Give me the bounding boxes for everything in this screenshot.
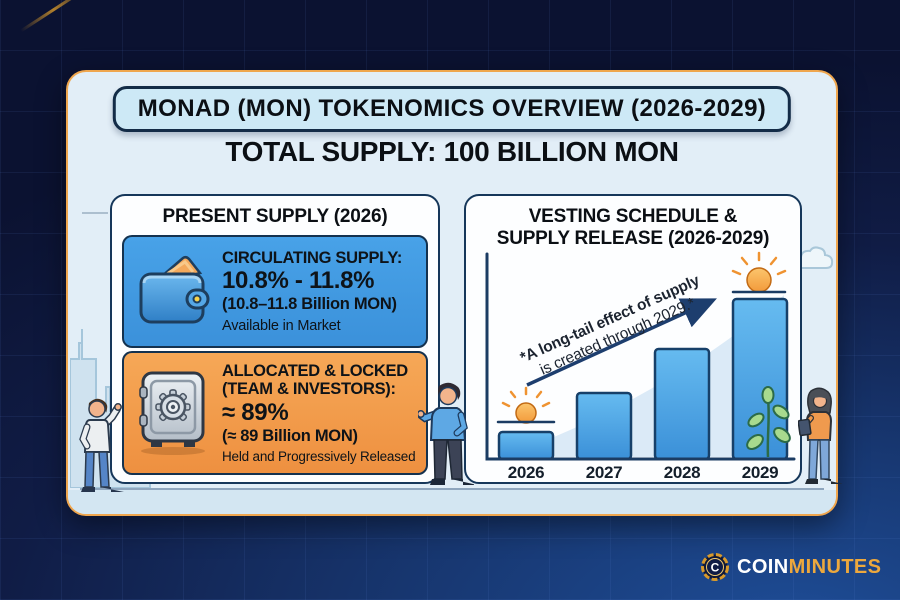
trend-arrow (526, 298, 717, 387)
coinminutes-icon: C (701, 553, 729, 581)
logo-coin: COIN (737, 555, 789, 578)
logo-text: COINMINUTES (737, 556, 881, 579)
title-banner: MONAD (MON) TOKENOMICS OVERVIEW (2026-20… (112, 86, 792, 132)
circulating-supply-box: CIRCULATING SUPPLY: 10.8% - 11.8% (10.8–… (122, 235, 428, 348)
logo-letter: C (711, 561, 720, 575)
present-supply-title: PRESENT SUPPLY (2026) (162, 206, 388, 227)
coinminutes-logo: C COINMINUTES (700, 552, 881, 582)
locked-note: Held and Progressively Released (222, 449, 416, 464)
bar-2026 (497, 430, 555, 461)
man-presenting-center (418, 382, 474, 485)
plant-icon (746, 386, 791, 458)
bar-2028 (653, 347, 711, 461)
circulating-range-mon: (10.8–11.8 Billion MON) (222, 294, 397, 313)
total-supply-text: TOTAL SUPPLY: 100 BILLION MON (225, 136, 679, 167)
page-title: MONAD (MON) TOKENOMICS OVERVIEW (2026-20… (137, 95, 767, 122)
vesting-title-line2: SUPPLY RELEASE (2026-2029) (496, 227, 770, 249)
safe-icon (124, 369, 222, 457)
man-pointing-left (79, 398, 124, 492)
woman-clipboard-right (798, 387, 842, 484)
sun-icon-2029 (731, 251, 787, 294)
locked-supply-box: ALLOCATED & LOCKED (TEAM & INVESTORS): ≈… (122, 351, 428, 475)
present-supply-panel: PRESENT SUPPLY (2026) (110, 194, 440, 484)
bar-2027 (575, 391, 633, 461)
wallet-icon (124, 250, 222, 334)
circulating-note: Available in Market (222, 318, 341, 335)
locked-label-1: ALLOCATED & LOCKED (222, 362, 408, 380)
dash-decor (82, 212, 108, 214)
card-floor (68, 490, 836, 514)
circulating-range-pct: 10.8% - 11.8% (222, 267, 375, 295)
x-label-2026: 2026 (508, 463, 545, 481)
safe-dial-gear (155, 389, 191, 422)
locked-label-2: (TEAM & INVESTORS): (222, 380, 396, 399)
card-floor-line (80, 488, 824, 490)
x-label-2028: 2028 (664, 463, 701, 481)
area-shade (501, 295, 784, 457)
x-label-2027: 2027 (586, 463, 623, 481)
vesting-title-line1: VESTING SCHEDULE & (528, 206, 738, 227)
locked-value-pct: ≈ 89% (222, 398, 289, 426)
gold-streak-decor (20, 0, 94, 33)
logo-minutes: MINUTES (788, 555, 882, 578)
x-labels-group: 2026 2027 2028 2029 (508, 463, 779, 481)
infographic-card: MONAD (MON) TOKENOMICS OVERVIEW (2026-20… (66, 70, 842, 516)
x-label-2029: 2029 (742, 463, 779, 481)
vesting-chart: 2026 2027 2028 2029 (485, 251, 796, 481)
vesting-panel: VESTING SCHEDULE & SUPPLY RELEASE (2026-… (464, 194, 802, 484)
locked-value-mon: (≈ 89 Billion MON) (222, 426, 358, 445)
chart-axes (485, 252, 796, 461)
bars-group (497, 297, 789, 461)
circulating-label: CIRCULATING SUPPLY: (222, 248, 403, 267)
sunrise-icon-2026 (496, 386, 556, 424)
